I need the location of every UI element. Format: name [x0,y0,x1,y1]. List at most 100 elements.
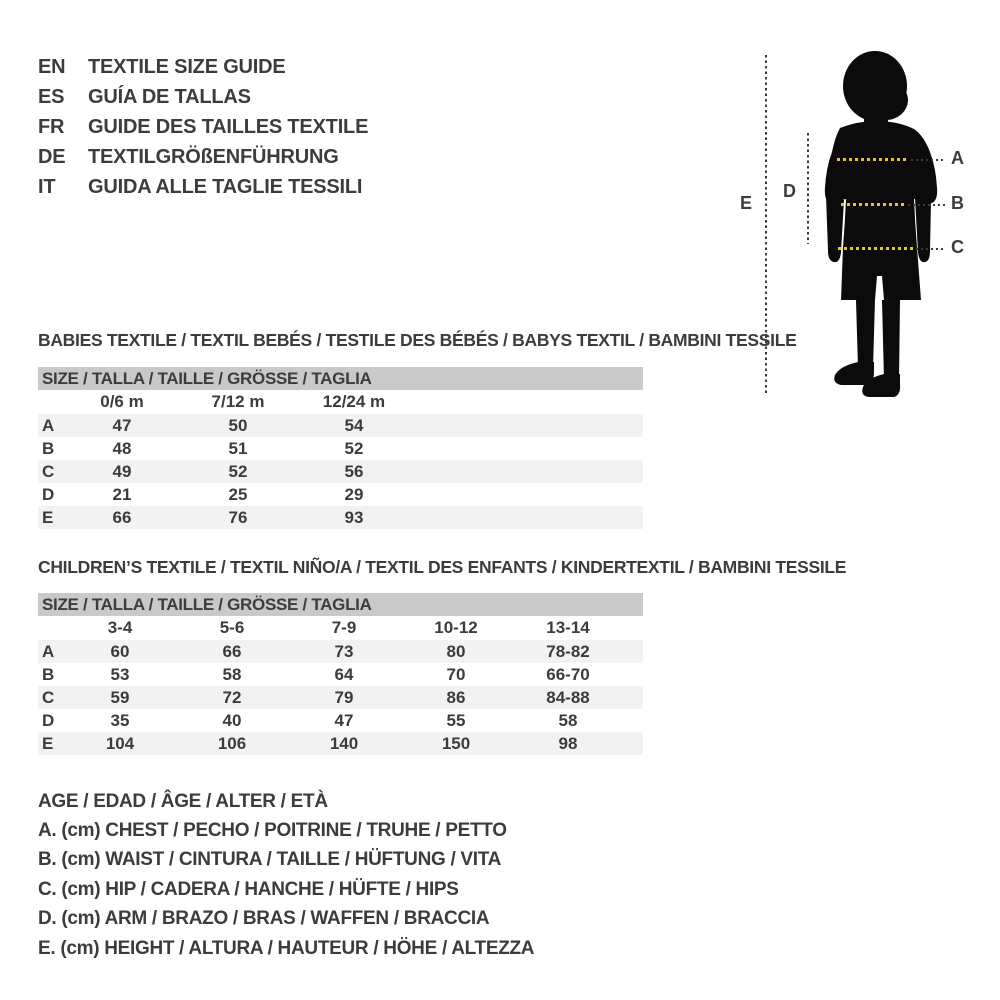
guide-title-it: GUIDA ALLE TAGLIE TESSILI [88,175,363,198]
table-cell: 51 [228,438,248,458]
column-header: 3-4 [107,618,133,637]
table-cell: 93 [344,507,364,527]
babies-section-title: BABIES TEXTILE / TEXTIL BEBÉS / TESTILE … [38,330,797,350]
table-cell: 54 [344,415,364,435]
row-label: D [42,484,55,504]
waist-line-leader [908,204,945,206]
language-code: ES [38,85,65,108]
table-cell: 64 [334,664,354,684]
table-row-c: C 49 52 56 [38,460,643,483]
language-row-es: ES GUÍA DE TALLAS [38,82,368,112]
child-silhouette-icon [824,51,938,397]
column-header: 0/6 m [100,392,144,411]
chest-line [837,158,907,161]
table-cell: 66 [112,507,132,527]
row-label: C [42,461,55,481]
table-cell: 53 [110,664,130,684]
table-row-b: B 48 51 52 [38,437,643,460]
table-row-d: D 21 25 29 [38,483,643,506]
legend-waist-line: B. (cm) WAIST / CINTURA / TAILLE / HÜFTU… [38,849,502,871]
table-cell: 60 [110,641,130,661]
table-cell: 35 [110,710,130,730]
arm-line [807,133,809,244]
table-cell: 59 [110,687,130,707]
table-cell: 50 [228,415,248,435]
table-cell: 140 [329,733,359,753]
hip-line-leader [916,248,945,250]
legend-hip-line: C. (cm) HIP / CADERA / HANCHE / HÜFTE / … [38,878,459,900]
children-size-table: SIZE / TALLA / TAILLE / GRÖSSE / TAGLIA … [38,593,643,755]
table-cell: 52 [228,461,248,481]
table-cell: 76 [228,507,248,527]
table-row-a: A 47 50 54 [38,414,643,437]
legend-age-line: AGE / EDAD / ÂGE / ALTER / ETÀ [38,790,328,812]
row-label: B [42,438,55,458]
table-cell: 21 [112,484,132,504]
hip-label: C [951,237,964,257]
language-row-en: EN TEXTILE SIZE GUIDE [38,52,368,82]
language-code: DE [38,145,66,168]
table-row-e: E 104 106 140 150 98 [38,732,643,755]
table-cell: 58 [558,710,578,730]
guide-title-en: TEXTILE SIZE GUIDE [88,55,286,78]
table-cell: 98 [558,733,578,753]
table-cell: 70 [446,664,466,684]
language-title-list: EN TEXTILE SIZE GUIDE ES GUÍA DE TALLAS … [38,52,368,202]
language-row-it: IT GUIDA ALLE TAGLIE TESSILI [38,172,368,202]
legend-arm-line: D. (cm) ARM / BRAZO / BRAS / WAFFEN / BR… [38,908,490,930]
table-row-e: E 66 76 93 [38,506,643,529]
table-row-d: D 35 40 47 55 58 [38,709,643,732]
table-cell: 66 [222,641,242,661]
measurement-legend: AGE / EDAD / ÂGE / ALTER / ETÀ A. (cm) C… [38,787,535,963]
table-cell: 58 [222,664,242,684]
table-cell: 78-82 [546,641,590,661]
table-cell: 106 [217,733,247,753]
table-cell: 40 [222,710,242,730]
language-code: EN [38,55,66,78]
table-cell: 29 [344,484,364,504]
row-label: B [42,664,55,684]
arm-label: D [783,181,796,201]
column-header: 13-14 [546,618,590,637]
children-size-header-bar: SIZE / TALLA / TAILLE / GRÖSSE / TAGLIA [38,593,643,616]
children-section-title: CHILDREN’S TEXTILE / TEXTIL NIÑO/A / TEX… [38,557,847,577]
table-cell: 49 [112,461,132,481]
row-label: A [42,415,55,435]
column-header: 7-9 [331,618,357,637]
children-column-header-row: 3-4 5-6 7-9 10-12 13-14 [38,616,643,640]
column-header: 12/24 m [322,392,386,411]
column-header: 7/12 m [211,392,265,411]
row-label: A [42,641,55,661]
babies-size-table: SIZE / TALLA / TAILLE / GRÖSSE / TAGLIA … [38,367,643,529]
babies-size-header-bar: SIZE / TALLA / TAILLE / GRÖSSE / TAGLIA [38,367,643,390]
guide-title-fr: GUIDE DES TAILLES TEXTILE [88,115,369,138]
column-header: 10-12 [434,618,478,637]
row-label: E [42,507,54,527]
language-row-de: DE TEXTILGRÖßENFÜHRUNG [38,142,368,172]
table-cell: 86 [446,687,466,707]
language-code: FR [38,115,65,138]
legend-chest-line: A. (cm) CHEST / PECHO / POITRINE / TRUHE… [38,820,507,842]
guide-title-de: TEXTILGRÖßENFÜHRUNG [88,145,339,168]
table-cell: 47 [334,710,354,730]
column-header: 5-6 [219,618,245,637]
table-cell: 79 [334,687,354,707]
table-cell: 47 [112,415,132,435]
language-code: IT [38,175,56,198]
row-label: E [42,733,54,753]
table-cell: 52 [344,438,364,458]
table-cell: 55 [446,710,466,730]
table-cell: 80 [446,641,466,661]
waist-label: B [951,193,964,213]
table-cell: 72 [222,687,242,707]
guide-title-es: GUÍA DE TALLAS [88,85,251,108]
legend-height-line: E. (cm) HEIGHT / ALTURA / HAUTEUR / HÖHE… [38,937,535,959]
row-label: D [42,710,55,730]
table-row-a: A 60 66 73 80 78-82 [38,640,643,663]
hip-line [838,247,914,250]
table-cell: 48 [112,438,132,458]
language-row-fr: FR GUIDE DES TAILLES TEXTILE [38,112,368,142]
height-line [765,55,767,393]
table-cell: 56 [344,461,364,481]
